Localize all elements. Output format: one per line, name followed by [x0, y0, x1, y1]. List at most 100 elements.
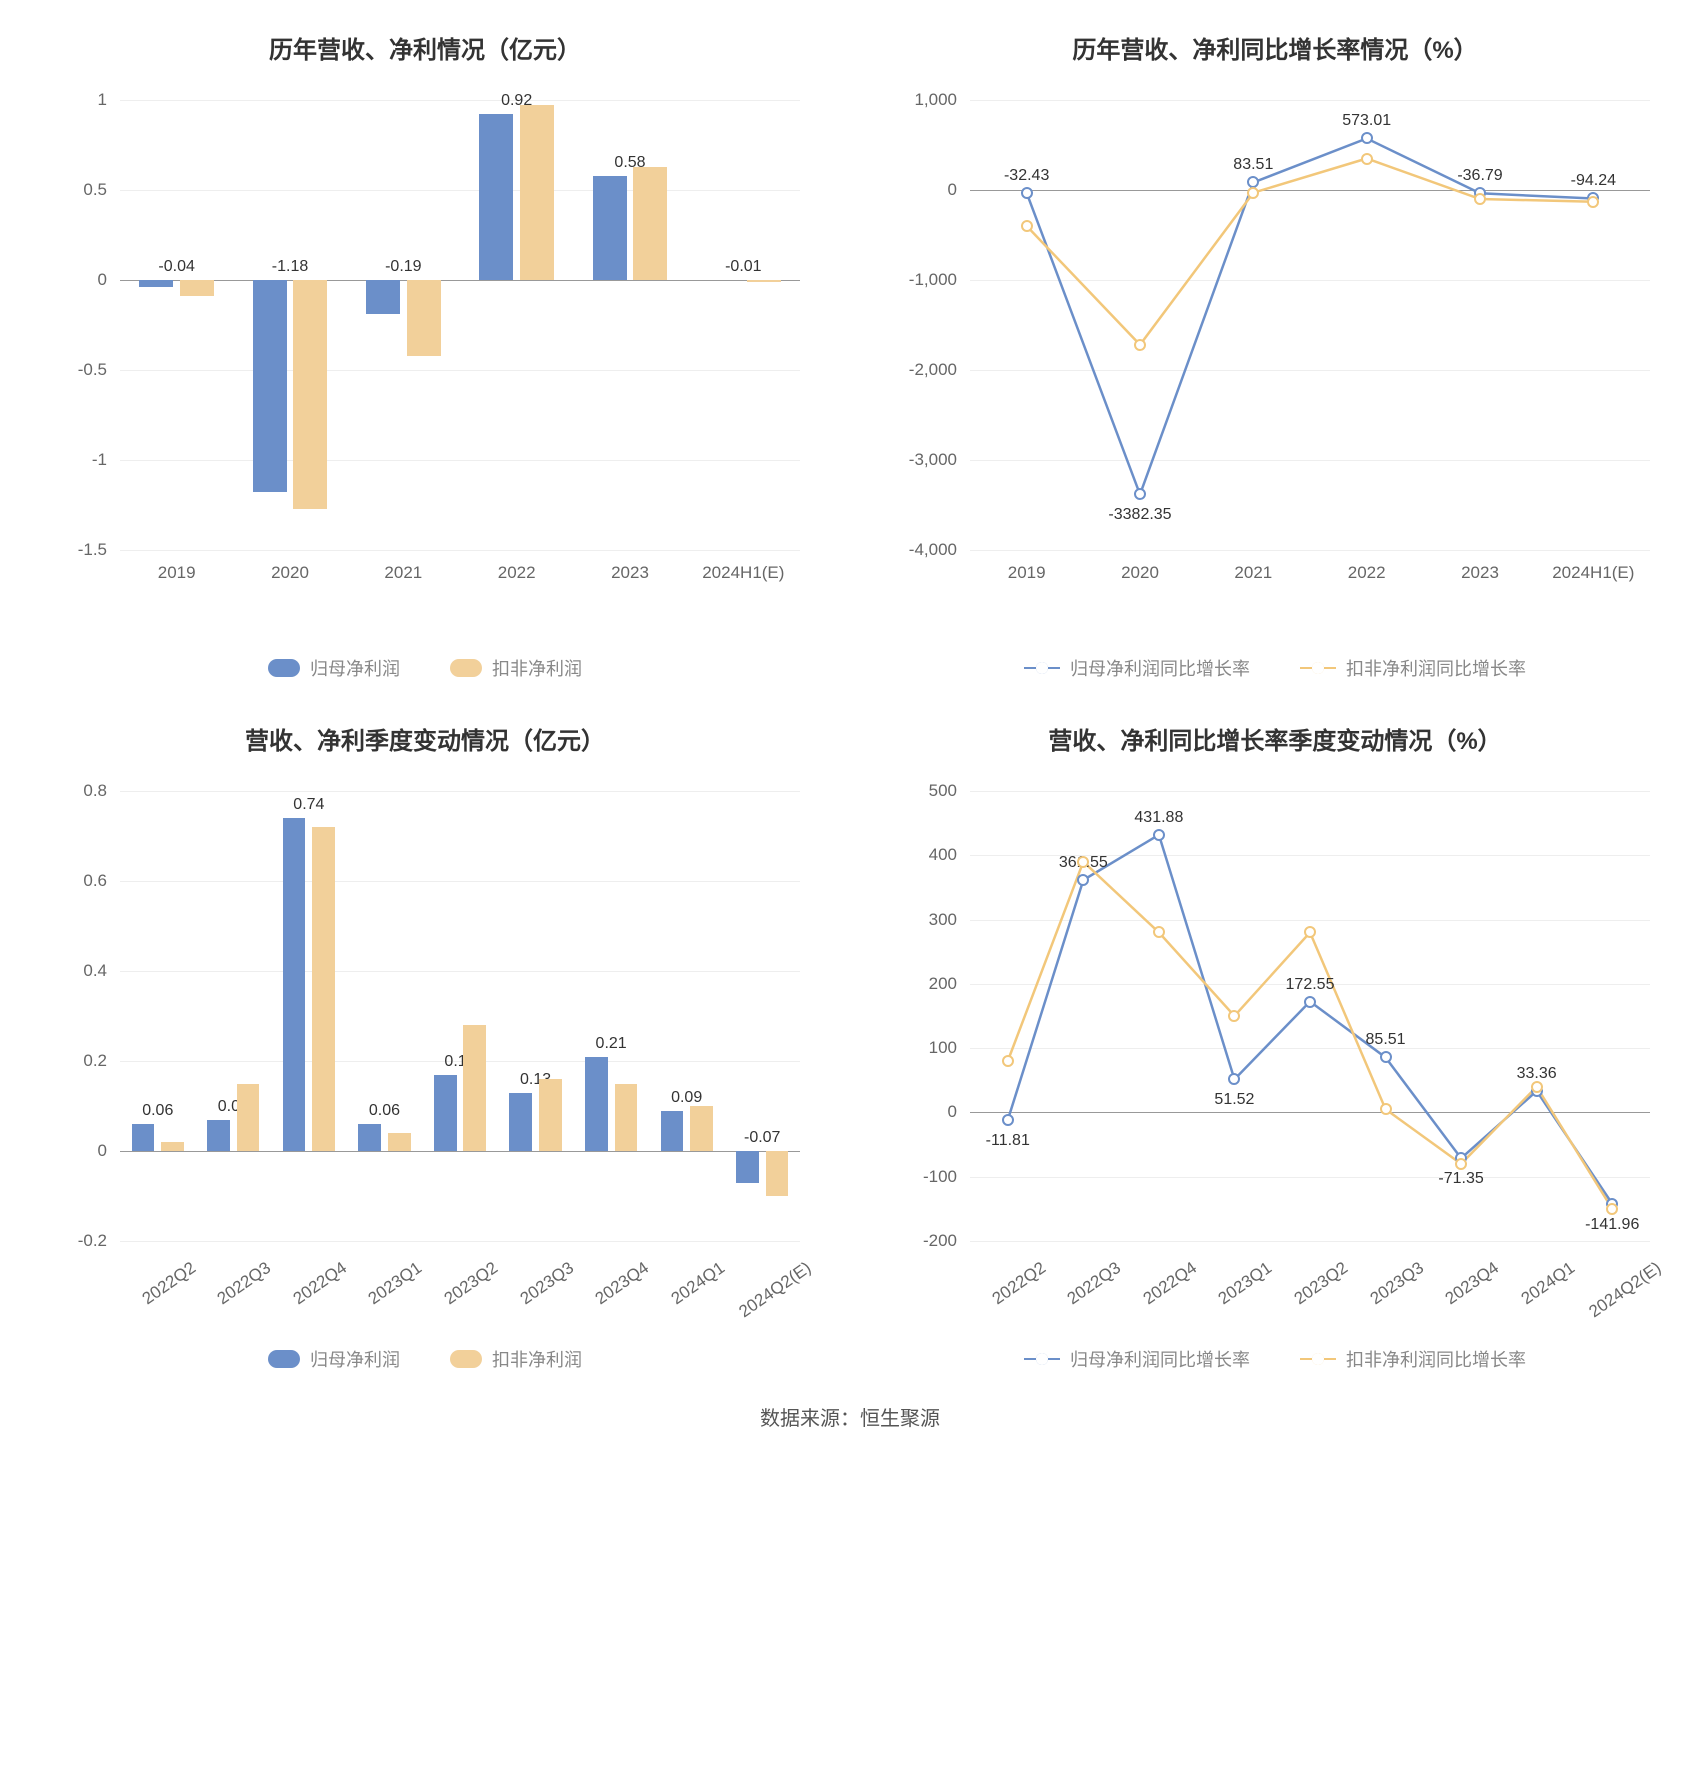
line-marker — [1077, 856, 1089, 868]
x-tick: 2024Q2(E) — [1586, 1258, 1666, 1322]
x-tick: 2023Q4 — [1442, 1258, 1503, 1309]
line-marker — [1304, 926, 1316, 938]
bar-label: -0.04 — [158, 258, 194, 276]
x-tick: 2019 — [1008, 563, 1046, 583]
legend-label: 扣非净利润同比增长率 — [1346, 1346, 1526, 1372]
line-marker — [1474, 193, 1486, 205]
bar-label: 0.06 — [369, 1102, 400, 1120]
x-tick: 2023Q3 — [1366, 1258, 1427, 1309]
bar-label: 0.06 — [142, 1102, 173, 1120]
legend-label: 归母净利润 — [310, 1346, 400, 1372]
chart-2: 历年营收、净利同比增长率情况（%） -32.43-3382.3583.51573… — [880, 30, 1670, 681]
point-label: 83.51 — [1233, 156, 1273, 174]
y-tick: 300 — [929, 910, 957, 930]
bar-扣非净利润 — [237, 1084, 260, 1152]
legend-item: 归母净利润 — [268, 655, 400, 681]
bar-扣非净利润 — [293, 280, 327, 509]
bar-扣非净利润 — [180, 280, 214, 296]
legend-label: 归母净利润同比增长率 — [1070, 1346, 1250, 1372]
bar-扣非净利润 — [463, 1025, 486, 1151]
bar-归母净利润 — [207, 1120, 230, 1152]
chart-3-title: 营收、净利季度变动情况（亿元） — [30, 721, 820, 756]
line-marker — [1361, 153, 1373, 165]
bar-label: -0.07 — [744, 1129, 780, 1147]
bar-label: -0.01 — [725, 258, 761, 276]
bar-归母净利润 — [479, 114, 513, 280]
x-tick: 2020 — [271, 563, 309, 583]
chart-grid: 历年营收、净利情况（亿元） -0.04-1.18-0.190.920.58-0.… — [30, 30, 1670, 1372]
x-tick: 2022Q4 — [1140, 1258, 1201, 1309]
legend-swatch — [450, 659, 482, 677]
data-source-footer: 数据来源：恒生聚源 — [30, 1402, 1670, 1431]
bar-label: 0.74 — [293, 796, 324, 814]
bar-归母净利润 — [366, 280, 400, 314]
legend-label: 扣非净利润 — [492, 1346, 582, 1372]
line-marker — [1587, 196, 1599, 208]
x-tick: 2022 — [498, 563, 536, 583]
y-tick: 0 — [948, 1102, 957, 1122]
y-tick: 100 — [929, 1038, 957, 1058]
y-tick: -200 — [923, 1231, 957, 1251]
bar-扣非净利润 — [690, 1106, 713, 1151]
x-tick: 2023Q1 — [1215, 1258, 1276, 1309]
bar-label: 0.09 — [671, 1089, 702, 1107]
legend-swatch — [1300, 667, 1336, 669]
y-tick: 0.4 — [83, 961, 107, 981]
y-tick: 500 — [929, 781, 957, 801]
bar-归母净利润 — [358, 1124, 381, 1151]
point-label: -141.96 — [1585, 1216, 1639, 1234]
y-tick: 0.8 — [83, 781, 107, 801]
bar-归母净利润 — [434, 1075, 457, 1152]
line-marker — [1228, 1010, 1240, 1022]
y-tick: -1,000 — [909, 270, 957, 290]
x-tick: 2023 — [611, 563, 649, 583]
bar-归母净利润 — [509, 1093, 532, 1152]
y-tick: 0 — [98, 1141, 107, 1161]
line-marker — [1134, 488, 1146, 500]
y-tick: -1.5 — [78, 540, 107, 560]
line-marker — [1361, 132, 1373, 144]
chart-4-body: -11.81361.55431.8851.52172.5585.51-71.35… — [880, 781, 1670, 1331]
line-marker — [1153, 829, 1165, 841]
chart-3-legend: 归母净利润 扣非净利润 — [30, 1346, 820, 1372]
bar-归母净利润 — [585, 1057, 608, 1152]
point-label: -11.81 — [986, 1132, 1030, 1150]
x-tick: 2022Q3 — [1064, 1258, 1125, 1309]
legend-item: 扣非净利润同比增长率 — [1300, 655, 1526, 681]
chart-1-title: 历年营收、净利情况（亿元） — [30, 30, 820, 65]
chart-4: 营收、净利同比增长率季度变动情况（%） -11.81361.55431.8851… — [880, 721, 1670, 1372]
x-tick: 2023Q2 — [441, 1258, 502, 1309]
legend-swatch — [1300, 1358, 1336, 1360]
bar-归母净利润 — [736, 1151, 759, 1183]
bar-归母净利润 — [253, 280, 287, 492]
legend-swatch — [450, 1350, 482, 1368]
point-label: 51.52 — [1214, 1091, 1254, 1109]
legend-label: 归母净利润同比增长率 — [1070, 655, 1250, 681]
legend-item: 归母净利润 — [268, 1346, 400, 1372]
y-tick: -2,000 — [909, 360, 957, 380]
y-tick: 0.2 — [83, 1051, 107, 1071]
chart-4-title: 营收、净利同比增长率季度变动情况（%） — [880, 721, 1670, 756]
point-label: 172.55 — [1286, 976, 1335, 994]
y-tick: 0 — [948, 180, 957, 200]
chart-1-legend: 归母净利润扣非净利润 — [30, 655, 820, 681]
legend-item: 扣非净利润同比增长率 — [1300, 1346, 1526, 1372]
x-tick: 2022Q2 — [988, 1258, 1049, 1309]
line-marker — [1021, 220, 1033, 232]
x-tick: 2023Q1 — [365, 1258, 426, 1309]
y-tick: -0.2 — [78, 1231, 107, 1251]
line-marker — [1228, 1073, 1240, 1085]
point-label: -3382.35 — [1108, 506, 1171, 524]
bar-归母净利润 — [132, 1124, 155, 1151]
bar-label: 0.21 — [596, 1035, 627, 1053]
bar-扣非净利润 — [615, 1084, 638, 1152]
y-tick: 400 — [929, 845, 957, 865]
bar-扣非净利润 — [388, 1133, 411, 1151]
y-tick: 0 — [98, 270, 107, 290]
legend-swatch — [1024, 667, 1060, 669]
x-tick: 2021 — [384, 563, 422, 583]
bar-扣非净利润 — [161, 1142, 184, 1151]
line-marker — [1247, 187, 1259, 199]
x-tick: 2023Q4 — [592, 1258, 653, 1309]
x-tick: 2022Q3 — [214, 1258, 275, 1309]
